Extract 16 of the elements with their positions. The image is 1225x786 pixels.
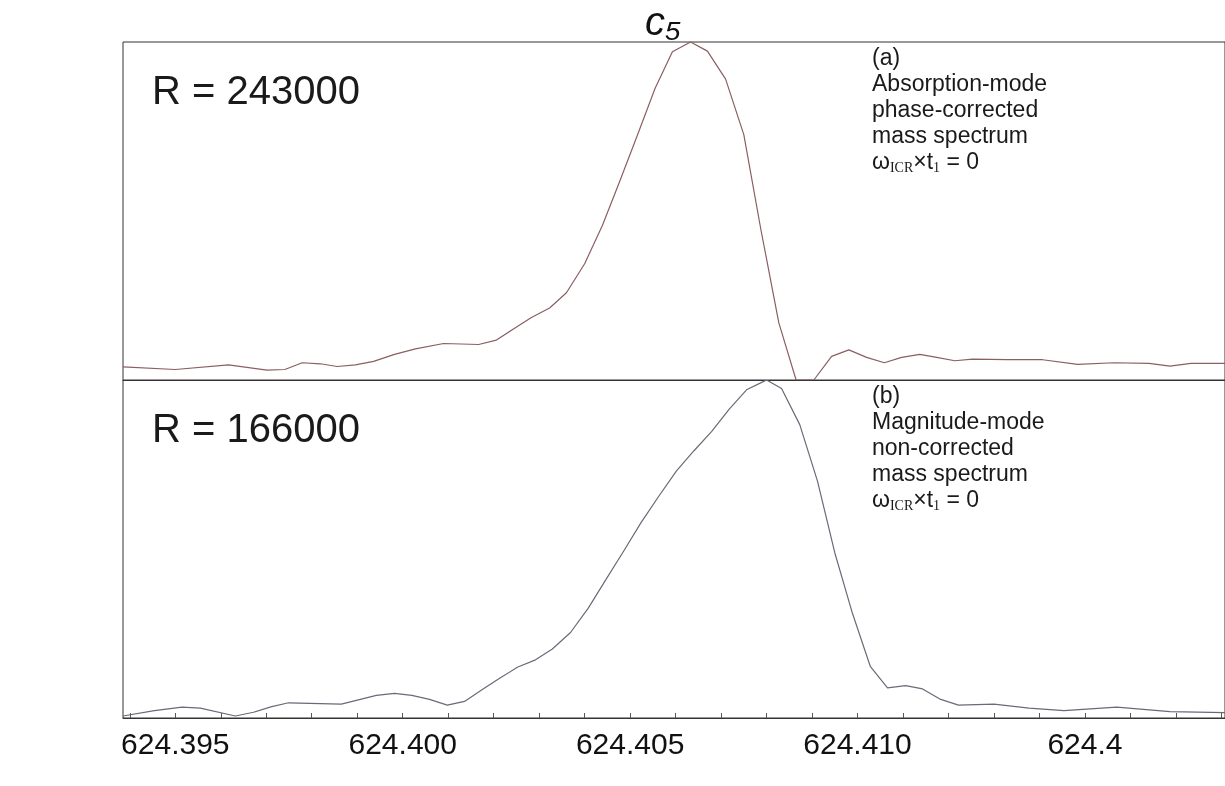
x-tick-label: 624.400 (348, 726, 457, 760)
x-tick-label: 624.4 (1047, 726, 1123, 760)
annotation: R = 243000 (152, 68, 360, 112)
annotation: Absorption-mode (872, 70, 1048, 96)
annotation: (b) (872, 382, 901, 408)
x-tick-label: 624.405 (575, 726, 685, 760)
annotation: mass spectrum (872, 122, 1028, 148)
annotation: phase-corrected (872, 96, 1039, 122)
x-tick-label: 624.410 (803, 726, 912, 760)
annotation: (a) (872, 44, 901, 70)
chart-title: c₅ (645, 0, 682, 43)
annotation: R = 166000 (152, 406, 360, 450)
x-tick-label: 624.395 (121, 726, 230, 760)
annotation: non-corrected (872, 434, 1014, 460)
annotation: Magnitude-mode (872, 408, 1045, 434)
annotation: mass spectrum (872, 460, 1028, 486)
